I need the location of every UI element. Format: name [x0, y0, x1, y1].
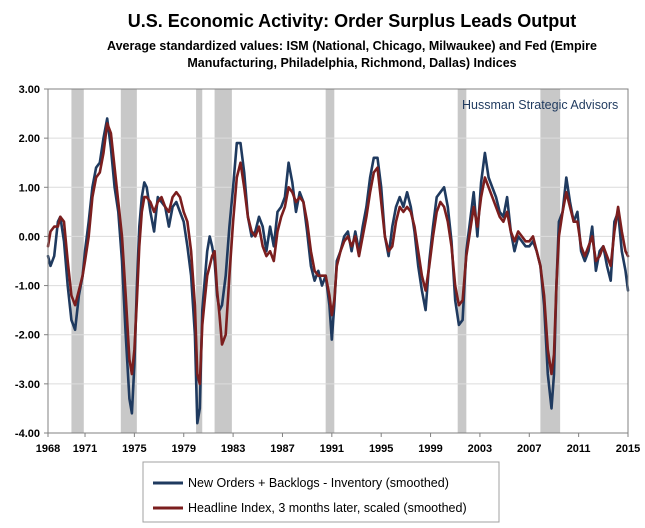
legend-label-headline-index: Headline Index, 3 months later, scaled (…	[188, 501, 467, 515]
chart-subtitle-line-1: Average standardized values: ISM (Nation…	[107, 39, 597, 53]
series-lines	[46, 117, 630, 425]
watermark-text: Hussman Strategic Advisors	[462, 98, 618, 112]
x-tick-label: 1979	[172, 443, 196, 455]
x-tick-label: 2003	[468, 443, 492, 455]
x-tick-label: 1995	[369, 443, 393, 455]
x-tick-label: 1968	[36, 443, 60, 455]
y-axis: 3.00 2.00 1.00 0.00 -1.00 -2.00 -3.00 -4.00	[15, 84, 48, 440]
recession-band-2	[120, 89, 137, 433]
x-tick-label: 1983	[221, 443, 245, 455]
chart-title: U.S. Economic Activity: Order Surplus Le…	[128, 11, 576, 31]
recession-band-5	[325, 89, 335, 433]
recession-band-4	[214, 89, 232, 433]
x-tick-label: 2007	[517, 443, 541, 455]
x-tick-label: 1971	[73, 443, 97, 455]
y-tick-label: -2.00	[15, 330, 40, 342]
legend-box	[142, 461, 500, 523]
recession-band-3	[196, 89, 203, 433]
plot-border	[47, 88, 629, 434]
series-line-headline-index	[46, 122, 630, 386]
x-tick-label: 1991	[320, 443, 344, 455]
x-tick-label: 2015	[616, 443, 640, 455]
x-tick-label: 1999	[418, 443, 442, 455]
y-tick-label: 3.00	[19, 84, 40, 96]
y-tick-label: -4.00	[15, 428, 40, 440]
x-tick-label: 2011	[567, 443, 591, 455]
x-axis: 1968 1971 1975 1979 1983 1987 1991 1995 1999 2003…	[36, 433, 640, 455]
legend-label-new-orders: New Orders + Backlogs - Inventory (smoot…	[188, 476, 449, 490]
y-tick-label: 1.00	[19, 182, 40, 194]
recession-band-6	[457, 89, 467, 433]
gridlines	[48, 137, 628, 385]
recession-band-1	[71, 89, 84, 433]
y-tick-label: 0.00	[19, 231, 40, 243]
legend: New Orders + Backlogs - Inventory (smoot…	[142, 461, 500, 523]
x-tick-label: 1975	[122, 443, 146, 455]
y-tick-label: 2.00	[19, 133, 40, 145]
y-tick-label: -3.00	[15, 379, 40, 391]
plot-area	[46, 88, 630, 434]
x-tick-label: 1987	[270, 443, 294, 455]
y-tick-label: -1.00	[15, 281, 40, 293]
chart-subtitle-line-2: Manufacturing, Philadelphia, Richmond, D…	[187, 56, 516, 70]
